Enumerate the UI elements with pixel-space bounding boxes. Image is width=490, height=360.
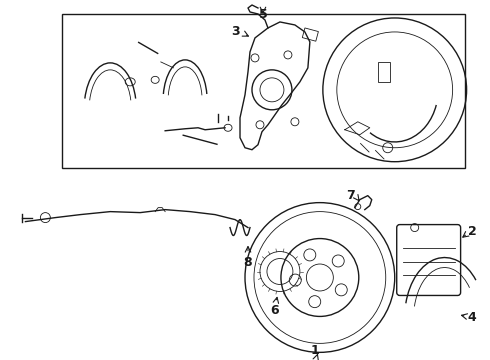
Text: 5: 5 [259,8,268,21]
Text: 7: 7 [346,189,355,202]
Bar [378,62,390,82]
Text: 8: 8 [244,256,252,269]
Text: 1: 1 [311,345,319,357]
Text: 2: 2 [467,225,476,238]
Text: 3: 3 [231,26,240,39]
Bar [302,28,318,41]
Bar [62,14,465,168]
Text: 6: 6 [270,305,279,318]
Text: 4: 4 [467,311,476,324]
